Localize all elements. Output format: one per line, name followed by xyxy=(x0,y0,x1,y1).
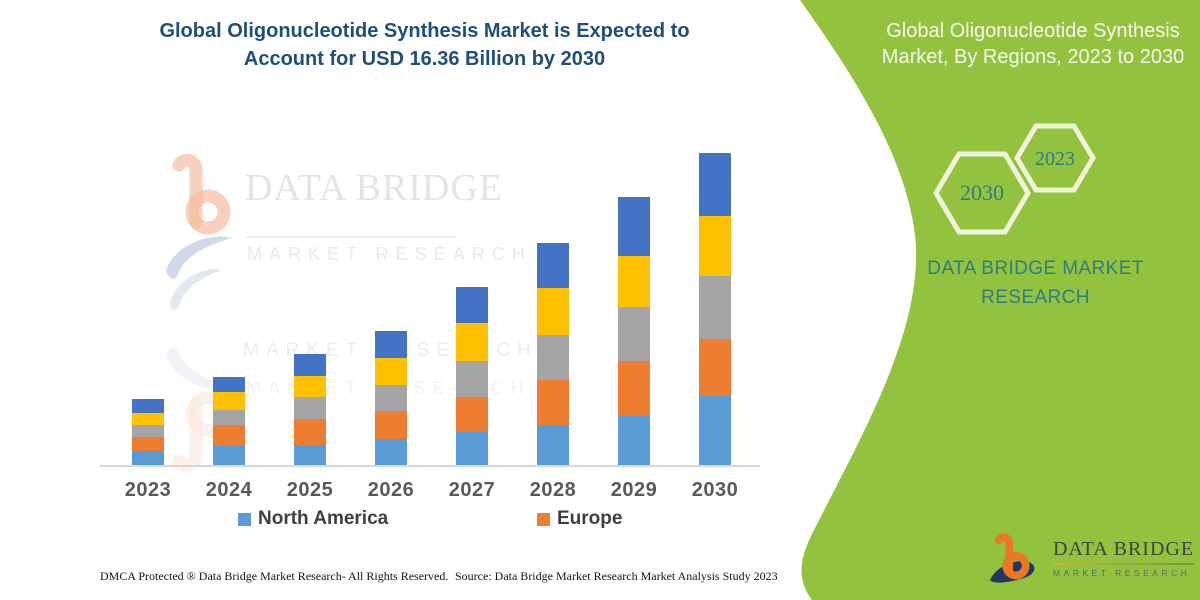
bar-segment-2029-unlabeled-blue xyxy=(618,197,650,256)
bar-segment-2030-north-america xyxy=(699,396,731,465)
dbmr-logo-icon xyxy=(989,533,1035,583)
legend-swatch-north-america xyxy=(238,512,251,526)
bar-2029 xyxy=(618,197,650,465)
bar-segment-2027-unlabeled-yellow xyxy=(456,323,488,361)
bar-segment-2029-unlabeled-yellow xyxy=(618,256,650,307)
bar-segment-2023-unlabeled-gray xyxy=(132,425,164,437)
x-axis-label-2023: 2023 xyxy=(124,479,172,501)
bar-segment-2026-unlabeled-yellow xyxy=(375,358,407,385)
bar-segment-2030-unlabeled-yellow xyxy=(699,216,731,276)
legend-swatch-europe xyxy=(537,512,550,526)
x-axis-label-2028: 2028 xyxy=(529,479,577,501)
bar-segment-2024-unlabeled-blue xyxy=(213,377,245,392)
bar-segment-2026-unlabeled-blue xyxy=(375,331,407,358)
bar-segment-2025-unlabeled-blue xyxy=(294,354,326,376)
bar-segment-2029-unlabeled-gray xyxy=(618,307,650,361)
bar-segment-2028-unlabeled-blue xyxy=(537,243,569,288)
bar-segment-2023-north-america xyxy=(132,451,164,465)
bar-segment-2024-north-america xyxy=(213,446,245,465)
legend-label-europe: Europe xyxy=(557,508,623,529)
bar-segment-2026-europe xyxy=(375,411,407,439)
bar-segment-2027-unlabeled-blue xyxy=(456,287,488,323)
bar-segment-2024-unlabeled-gray xyxy=(213,410,245,425)
bar-segment-2027-europe xyxy=(456,397,488,432)
bar-segment-2026-unlabeled-gray xyxy=(375,385,407,411)
bar-segment-2026-north-america xyxy=(375,439,407,465)
bar-segment-2023-unlabeled-yellow xyxy=(132,413,164,425)
bar-segment-2025-europe xyxy=(294,419,326,445)
x-axis-label-2025: 2025 xyxy=(286,479,334,501)
bar-plot xyxy=(100,140,760,467)
side-panel-title-line2: Market, By Regions, 2023 to 2030 xyxy=(881,46,1185,69)
dbmr-logo: DATA BRIDGE MARKET RESEARCH xyxy=(986,532,1195,590)
x-axis-label-2024: 2024 xyxy=(205,479,253,501)
bar-segment-2023-unlabeled-blue xyxy=(132,399,164,413)
bar-segment-2027-unlabeled-gray xyxy=(456,361,488,397)
bar-segment-2030-unlabeled-gray xyxy=(699,276,731,339)
bar-segment-2030-unlabeled-blue xyxy=(699,153,731,216)
bar-2030 xyxy=(699,153,731,465)
bar-2023 xyxy=(132,399,164,465)
legend-item-europe: Europe xyxy=(537,508,622,530)
page-title-line2: Account for USD 16.36 Billion by 2030 xyxy=(243,48,606,70)
x-axis-label-2030: 2030 xyxy=(691,479,739,501)
x-axis-label-2027: 2027 xyxy=(448,479,496,501)
x-axis-label-2029: 2029 xyxy=(610,479,658,501)
dbmr-logo-divider xyxy=(1053,563,1195,565)
hexagon-2023-shape xyxy=(1014,123,1096,193)
dbmr-logo-text: DATA BRIDGE MARKET RESEARCH xyxy=(1053,532,1195,590)
bar-segment-2025-unlabeled-yellow xyxy=(294,376,326,397)
bar-2025 xyxy=(294,354,326,465)
legend-item-north-america: North America xyxy=(238,508,388,530)
bar-2028 xyxy=(537,243,569,465)
side-panel-title: Global Oligonucleotide Synthesis Market,… xyxy=(868,18,1198,71)
footer-source-text: Source: Data Bridge Market Research Mark… xyxy=(455,569,778,583)
bar-2027 xyxy=(456,287,488,465)
bar-segment-2028-north-america xyxy=(537,425,569,465)
bar-segment-2024-europe xyxy=(213,425,245,446)
bar-segment-2025-unlabeled-gray xyxy=(294,397,326,419)
x-axis-label-2026: 2026 xyxy=(367,479,415,501)
page-title: Global Oligonucleotide Synthesis Market … xyxy=(112,17,737,73)
hexagon-2023-label: 2023 xyxy=(1035,148,1075,170)
hexagon-2030-label: 2030 xyxy=(960,180,1004,205)
dbmr-logo-brand: DATA BRIDGE xyxy=(1053,538,1195,560)
bar-segment-2027-north-america xyxy=(456,432,488,465)
bar-segment-2028-unlabeled-gray xyxy=(537,335,569,380)
hexagon-badges: 2023 2030 xyxy=(933,123,1096,235)
legend-label-north-america: North America xyxy=(258,508,389,529)
bar-segment-2029-europe xyxy=(618,361,650,416)
dbmr-logo-sub: MARKET RESEARCH xyxy=(1053,568,1191,578)
bar-segment-2025-north-america xyxy=(294,445,326,465)
bar-segment-2028-europe xyxy=(537,380,569,425)
page-title-line1: Global Oligonucleotide Synthesis Market … xyxy=(159,20,690,42)
bar-2026 xyxy=(375,331,407,465)
bar-segment-2023-europe xyxy=(132,437,164,451)
footer-dmca-text: DMCA Protected ® Data Bridge Market Rese… xyxy=(100,569,449,583)
bar-segment-2028-unlabeled-yellow xyxy=(537,288,569,335)
side-panel-brand-text: DATA BRIDGE MARKET RESEARCH xyxy=(927,258,1144,309)
bar-2024 xyxy=(213,377,245,465)
bar-segment-2029-north-america xyxy=(618,416,650,465)
bar-segment-2030-europe xyxy=(699,339,731,396)
green-panel-shape xyxy=(800,0,1200,600)
hexagon-2030-shape xyxy=(933,151,1031,235)
side-panel-title-line1: Global Oligonucleotide Synthesis xyxy=(886,20,1180,42)
bar-segment-2024-unlabeled-yellow xyxy=(213,392,245,410)
x-axis-labels: 2023 2024 2025 2026 2027 2028 2029 2030 xyxy=(100,479,760,505)
